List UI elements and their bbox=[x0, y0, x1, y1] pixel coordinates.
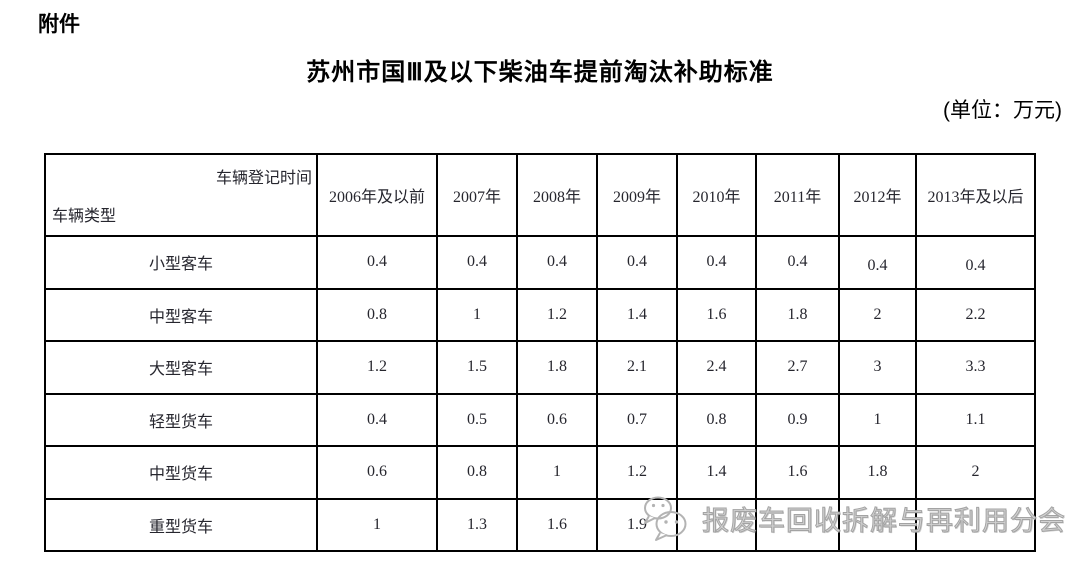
subsidy-value-cell: 0.8 bbox=[316, 287, 438, 342]
subsidy-value-cell bbox=[676, 497, 757, 552]
subsidy-value-cell: 1.4 bbox=[676, 445, 757, 500]
subsidy-value-cell: 2.7 bbox=[755, 340, 840, 395]
attachment-label: 附件 bbox=[38, 13, 80, 36]
subsidy-value-cell: 3.3 bbox=[915, 340, 1036, 395]
subsidy-value-cell: 2 bbox=[915, 445, 1036, 500]
corner-cell: 车辆登记时间 车辆类型 bbox=[44, 153, 318, 237]
subsidy-value-cell: 1 bbox=[436, 287, 518, 342]
column-header-2008: 2008年 bbox=[516, 153, 598, 237]
subsidy-value-cell: 3 bbox=[838, 340, 917, 395]
subsidy-value-cell bbox=[838, 497, 917, 552]
table-row: 中型货车 0.6 0.8 1 1.2 1.4 1.6 1.8 2 bbox=[44, 445, 1036, 500]
corner-label-vehicle-type: 车辆类型 bbox=[52, 208, 117, 225]
subsidy-value-cell bbox=[915, 497, 1036, 552]
subsidy-value-cell: 0.6 bbox=[516, 392, 598, 447]
subsidy-value-cell: 0.9 bbox=[755, 392, 840, 447]
subsidy-value-cell: 1.2 bbox=[596, 445, 678, 500]
subsidy-value-cell: 0.4 bbox=[596, 235, 678, 290]
page-title: 苏州市国Ⅲ及以下柴油车提前淘汰补助标准 bbox=[306, 59, 774, 86]
corner-label-registration-time: 车辆登记时间 bbox=[215, 170, 312, 187]
column-header-2007: 2007年 bbox=[436, 153, 518, 237]
subsidy-value-cell: 1 bbox=[838, 392, 917, 447]
subsidy-value-cell: 1.9 bbox=[596, 497, 678, 552]
unit-note: (单位：万元) bbox=[943, 99, 1062, 122]
vehicle-type-cell: 中型客车 bbox=[44, 287, 318, 342]
table-row: 小型客车 0.4 0.4 0.4 0.4 0.4 0.4 0.4 0.4 bbox=[44, 235, 1036, 290]
subsidy-value-cell: 2.4 bbox=[676, 340, 757, 395]
vehicle-type-cell: 轻型货车 bbox=[44, 392, 318, 447]
subsidy-value-cell: 0.4 bbox=[915, 235, 1036, 290]
subsidy-value-cell: 1.5 bbox=[436, 340, 518, 395]
subsidy-value-cell: 0.8 bbox=[436, 445, 518, 500]
subsidy-value-cell: 0.4 bbox=[755, 235, 840, 290]
subsidy-value-cell: 0.4 bbox=[316, 235, 438, 290]
vehicle-type-cell: 中型货车 bbox=[44, 445, 318, 500]
subsidy-table: 车辆登记时间 车辆类型 2006年及以前 2007年 2008年 2009年 2… bbox=[44, 153, 1036, 552]
subsidy-value-cell: 0.4 bbox=[676, 235, 757, 290]
table-row: 中型客车 0.8 1 1.2 1.4 1.6 1.8 2 2.2 bbox=[44, 287, 1036, 342]
subsidy-value-cell: 1.2 bbox=[516, 287, 598, 342]
subsidy-value-cell: 2.1 bbox=[596, 340, 678, 395]
subsidy-value-cell: 1.3 bbox=[436, 497, 518, 552]
column-header-2011: 2011年 bbox=[755, 153, 840, 237]
subsidy-value-cell bbox=[755, 497, 840, 552]
subsidy-value-cell: 1 bbox=[316, 497, 438, 552]
subsidy-value-cell: 1.6 bbox=[516, 497, 598, 552]
subsidy-value-cell: 1.8 bbox=[838, 445, 917, 500]
table-row: 重型货车 1 1.3 1.6 1.9 bbox=[44, 497, 1036, 552]
subsidy-value-cell: 2.2 bbox=[915, 287, 1036, 342]
vehicle-type-cell: 重型货车 bbox=[44, 497, 318, 552]
subsidy-value-cell: 1.1 bbox=[915, 392, 1036, 447]
column-header-2012: 2012年 bbox=[838, 153, 917, 237]
column-header-2010: 2010年 bbox=[676, 153, 757, 237]
table-row: 轻型货车 0.4 0.5 0.6 0.7 0.8 0.9 1 1.1 bbox=[44, 392, 1036, 447]
vehicle-type-cell: 小型客车 bbox=[44, 235, 318, 290]
column-header-2006: 2006年及以前 bbox=[316, 153, 438, 237]
table-header-row: 车辆登记时间 车辆类型 2006年及以前 2007年 2008年 2009年 2… bbox=[44, 153, 1036, 237]
subsidy-value-cell: 0.5 bbox=[436, 392, 518, 447]
subsidy-value-cell: 1.8 bbox=[755, 287, 840, 342]
subsidy-value-cell: 1.4 bbox=[596, 287, 678, 342]
subsidy-value-cell: 0.7 bbox=[596, 392, 678, 447]
subsidy-value-cell: 1.6 bbox=[755, 445, 840, 500]
subsidy-value-cell: 1.2 bbox=[316, 340, 438, 395]
table-row: 大型客车 1.2 1.5 1.8 2.1 2.4 2.7 3 3.3 bbox=[44, 340, 1036, 395]
vehicle-type-cell: 大型客车 bbox=[44, 340, 318, 395]
subsidy-value-cell: 2 bbox=[838, 287, 917, 342]
column-header-2013: 2013年及以后 bbox=[915, 153, 1036, 237]
subsidy-value-cell: 0.4 bbox=[436, 235, 518, 290]
subsidy-value-cell: 0.6 bbox=[316, 445, 438, 500]
subsidy-value-cell: 0.4 bbox=[516, 235, 598, 290]
subsidy-value-cell: 1.8 bbox=[516, 340, 598, 395]
subsidy-value-cell: 1 bbox=[516, 445, 598, 500]
subsidy-value-cell: 0.8 bbox=[676, 392, 757, 447]
subsidy-value-cell: 1.6 bbox=[676, 287, 757, 342]
column-header-2009: 2009年 bbox=[596, 153, 678, 237]
subsidy-value-cell: 0.4 bbox=[838, 235, 917, 290]
subsidy-value-cell: 0.4 bbox=[316, 392, 438, 447]
